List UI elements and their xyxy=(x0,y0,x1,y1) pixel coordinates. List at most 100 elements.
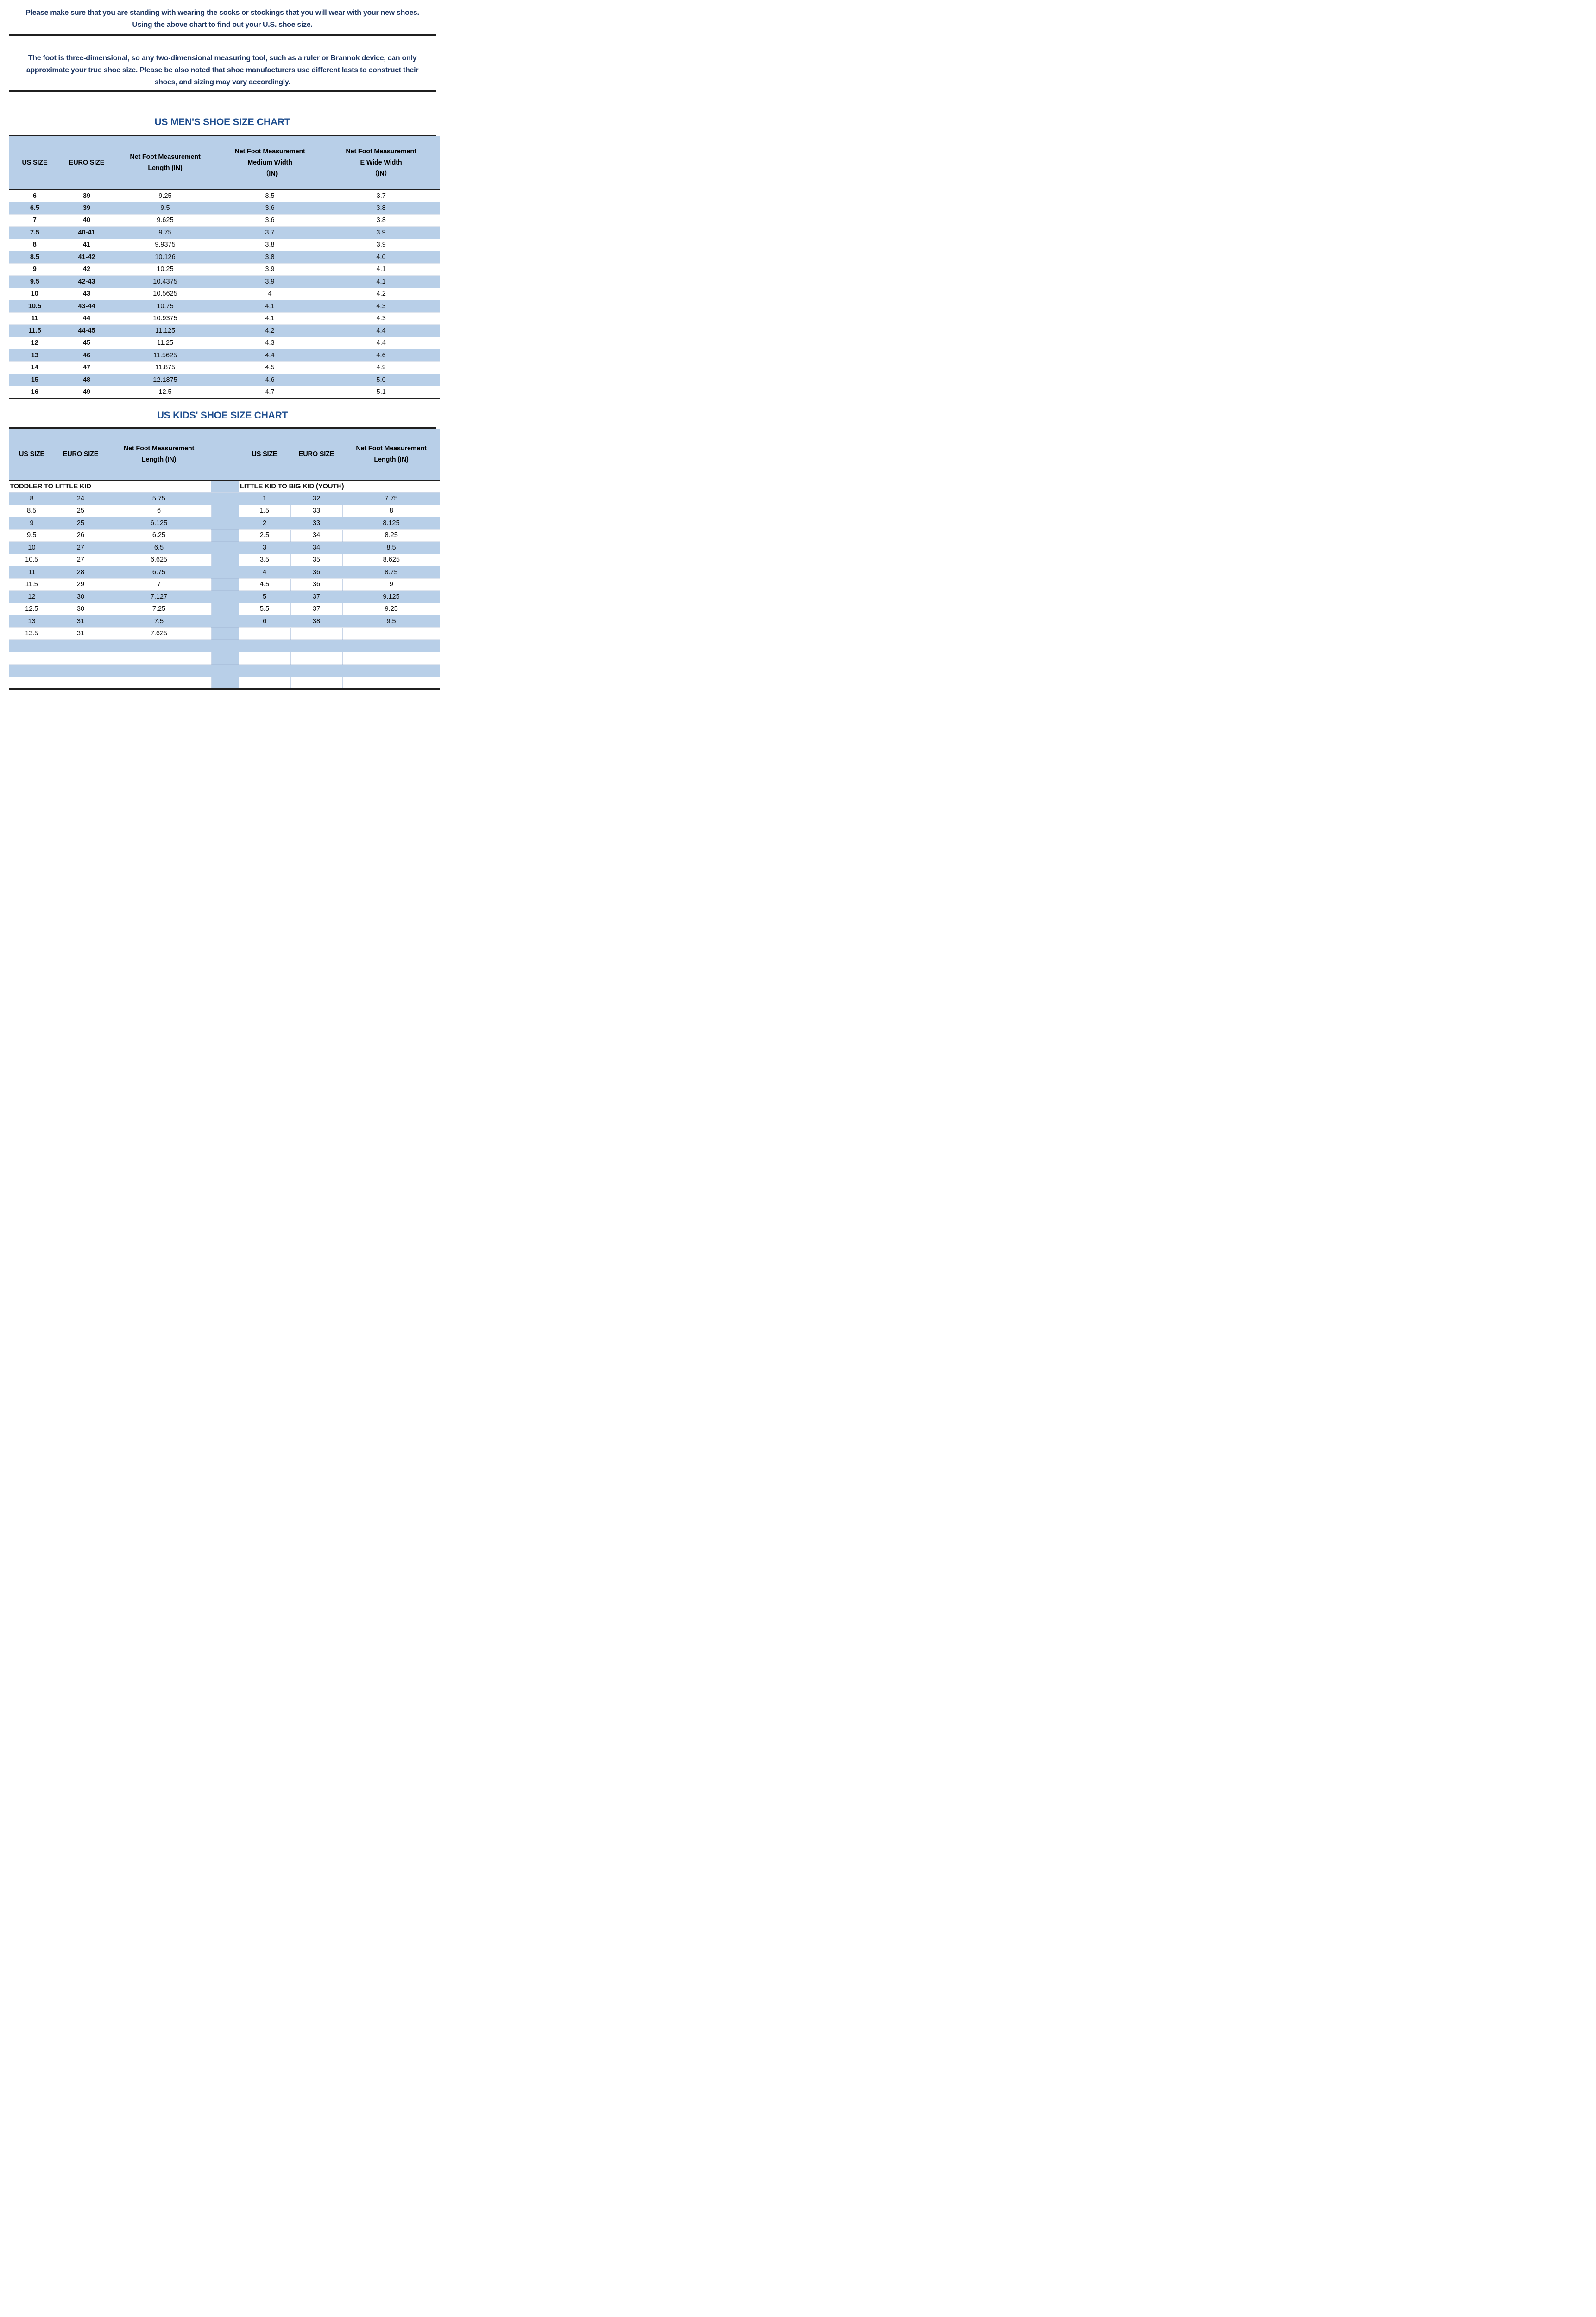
separator-line xyxy=(9,90,436,92)
table-cell: 13 xyxy=(9,349,61,362)
table-cell: 3.7 xyxy=(322,190,440,202)
intro-paragraph: Please make sure that you are standing w… xyxy=(13,0,432,31)
table-cell: 24 xyxy=(55,492,107,505)
table-cell: 14 xyxy=(9,361,61,374)
table-cell: 6.625 xyxy=(106,554,212,566)
table-cell: 7.25 xyxy=(106,603,212,615)
table-cell xyxy=(55,639,107,652)
table-cell: 4.7 xyxy=(217,386,322,399)
table-cell: 4 xyxy=(239,566,290,579)
gutter-cell xyxy=(211,566,239,579)
table-cell: 4.3 xyxy=(322,300,440,313)
table-cell: 42-43 xyxy=(61,275,113,288)
mens-table-header: US SIZE EURO SIZE Net Foot Measurement L… xyxy=(9,136,440,190)
table-row: 9.5 26 6.25 2.5 34 8.25 xyxy=(9,529,440,542)
gutter-cell xyxy=(211,541,239,554)
table-cell: 12 xyxy=(9,590,55,603)
table-cell: 13 xyxy=(9,615,55,628)
table-row: 10.5 43-44 10.75 4.1 4.3 xyxy=(9,300,440,313)
table-cell xyxy=(290,639,342,652)
table-cell: 25 xyxy=(55,517,107,530)
table-cell: 38 xyxy=(290,615,342,628)
table-cell: 9.25 xyxy=(342,603,440,615)
gutter-cell xyxy=(211,529,239,542)
table-cell: 1.5 xyxy=(238,505,291,517)
table-row: 10 27 6.5 3 34 8.5 xyxy=(9,541,440,554)
table-cell: 8 xyxy=(9,492,55,505)
table-cell: 3.9 xyxy=(322,226,440,239)
table-cell: 3.7 xyxy=(218,226,322,239)
kids-table-body: TODDLER TO LITTLE KID LITTLE KID TO BIG … xyxy=(9,480,440,689)
table-cell: 15 xyxy=(9,374,61,386)
table-cell: 8.25 xyxy=(342,529,440,542)
table-cell xyxy=(290,664,342,677)
table-row: 12 30 7.127 5 37 9.125 xyxy=(9,590,440,603)
separator-line xyxy=(9,34,436,36)
table-cell xyxy=(9,677,55,689)
table-cell: 37 xyxy=(290,590,342,603)
table-cell: 9.5 xyxy=(9,275,61,288)
table-cell: 9.5 xyxy=(9,529,55,542)
gutter-cell xyxy=(211,554,239,566)
table-cell: 6 xyxy=(106,505,212,517)
table-cell: 9.25 xyxy=(112,190,218,202)
table-row: 10 43 10.5625 4 4.2 xyxy=(9,288,440,300)
table-cell: 41 xyxy=(60,239,113,251)
table-cell: 4.4 xyxy=(322,324,440,337)
table-cell: 33 xyxy=(290,517,342,530)
table-cell: 31 xyxy=(55,615,107,628)
table-cell: 7 xyxy=(106,578,212,591)
table-cell: 4.2 xyxy=(322,288,440,300)
gutter-cell xyxy=(211,517,239,530)
table-cell: 11.25 xyxy=(112,337,218,349)
table-cell: 30 xyxy=(55,590,107,603)
table-cell: 12 xyxy=(9,337,61,349)
table-cell: 10.75 xyxy=(113,300,218,313)
table-cell: 33 xyxy=(290,505,343,517)
table-cell: 11 xyxy=(9,312,61,325)
table-cell: 39 xyxy=(61,202,113,215)
table-cell: 34 xyxy=(290,541,342,554)
table-cell: 2.5 xyxy=(238,529,291,542)
table-cell: 3.9 xyxy=(217,263,322,276)
table-cell: 4.1 xyxy=(218,300,322,313)
table-cell xyxy=(342,652,440,665)
table-cell: 3.8 xyxy=(217,239,322,251)
table-cell: 6.5 xyxy=(107,541,211,554)
table-cell xyxy=(342,677,440,689)
table-cell: 8.5 xyxy=(342,541,440,554)
table-cell: 8.5 xyxy=(9,505,55,517)
table-cell: 7.127 xyxy=(107,590,211,603)
table-cell: 11.5 xyxy=(9,324,61,337)
gutter-cell xyxy=(211,652,239,665)
table-cell: 4.6 xyxy=(322,349,440,362)
table-cell xyxy=(239,664,290,677)
table-cell: 6.75 xyxy=(107,566,211,579)
table-cell xyxy=(290,627,343,640)
table-row: 11.5 29 7 4.5 36 9 xyxy=(9,578,440,591)
table-cell: 3.6 xyxy=(217,214,322,227)
table-cell xyxy=(54,677,107,689)
table-row xyxy=(9,652,440,665)
table-cell: 9.625 xyxy=(112,214,218,227)
table-row: 7.5 40-41 9.75 3.7 3.9 xyxy=(9,226,440,239)
table-cell: 5.0 xyxy=(322,374,440,386)
table-cell: 6 xyxy=(239,615,290,628)
table-row: 8 41 9.9375 3.8 3.9 xyxy=(9,239,440,251)
table-cell: 46 xyxy=(61,349,113,362)
table-cell: 10 xyxy=(9,288,61,300)
table-cell: 3.9 xyxy=(322,239,440,251)
table-cell: 34 xyxy=(290,529,343,542)
table-cell: 9.5 xyxy=(342,615,440,628)
table-cell: 10.25 xyxy=(112,263,218,276)
table-cell xyxy=(107,664,211,677)
table-cell: 25 xyxy=(54,505,107,517)
table-cell: 37 xyxy=(290,603,343,615)
table-cell: 29 xyxy=(54,578,107,591)
gutter-cell xyxy=(211,603,239,615)
table-cell: 12.1875 xyxy=(113,374,218,386)
table-cell: 8.5 xyxy=(9,251,61,264)
table-cell: 3.8 xyxy=(218,251,322,264)
kids-table-header: US SIZE EURO SIZE Net Foot Measurement L… xyxy=(9,429,440,481)
table-cell: 9 xyxy=(342,578,440,591)
